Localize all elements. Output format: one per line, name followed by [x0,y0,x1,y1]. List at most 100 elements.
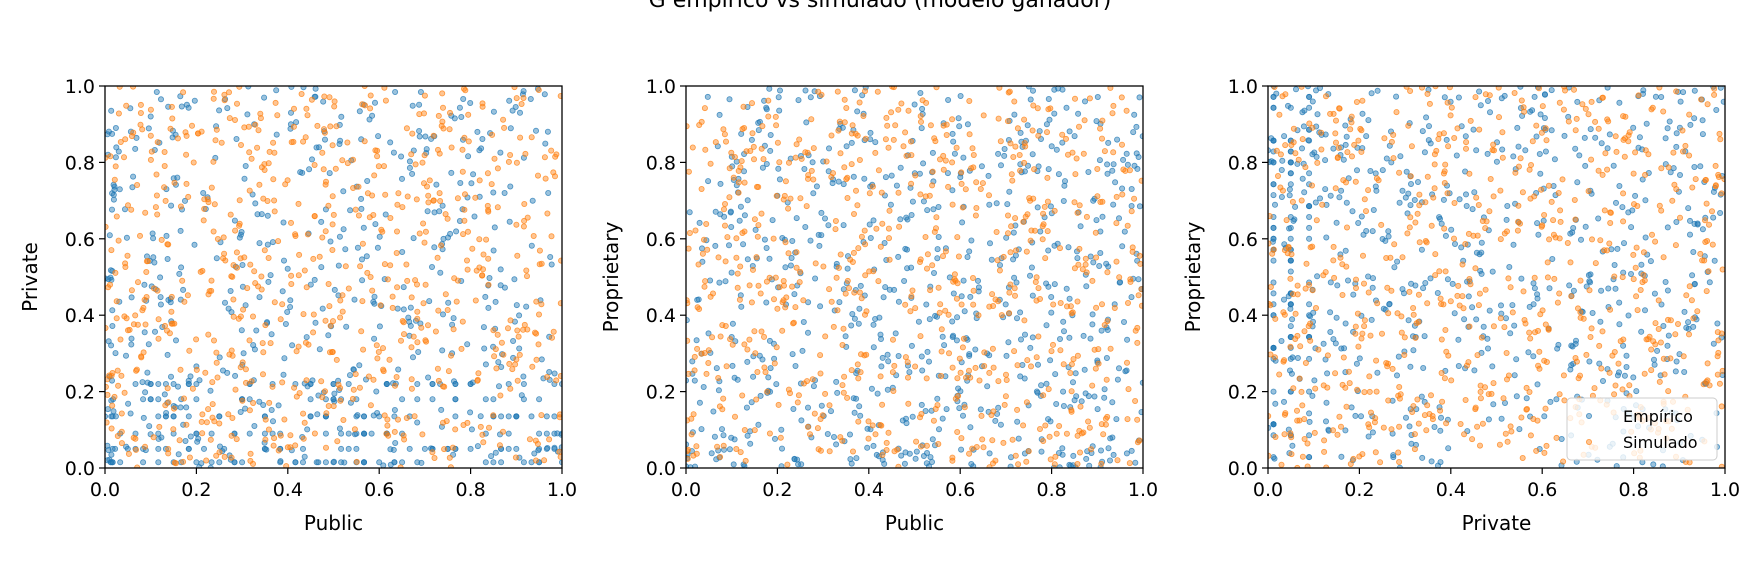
scatter-point-empirico [1006,188,1013,195]
scatter-point-empirico [1104,326,1111,333]
scatter-point-simulado [177,203,184,210]
scatter-point-simulado [552,173,559,180]
scatter-point-empirico [740,241,747,248]
scatter-point-empirico [1458,244,1465,251]
scatter-point-simulado [453,298,460,305]
scatter-point-simulado [1289,198,1296,205]
scatter-point-empirico [1270,181,1277,188]
scatter-point-empirico [268,331,275,338]
scatter-point-empirico [1327,328,1334,335]
scatter-point-simulado [499,428,506,435]
scatter-point-empirico [178,103,185,110]
scatter-point-simulado [980,112,987,119]
scatter-point-simulado [1587,333,1594,340]
scatter-point-empirico [1372,183,1379,190]
scatter-point-simulado [1268,351,1274,358]
scatter-point-simulado [435,377,442,384]
scatter-point-simulado [970,151,977,158]
scatter-point-empirico [261,430,268,437]
scatter-point-empirico [439,347,446,354]
scatter-point-simulado [1410,304,1417,311]
scatter-point-simulado [1071,265,1078,272]
scatter-point-empirico [1434,289,1441,296]
scatter-point-simulado [520,326,527,333]
scatter-point-empirico [918,353,925,360]
scatter-point-simulado [808,167,815,174]
scatter-point-simulado [690,452,697,459]
scatter-point-simulado [858,295,865,302]
scatter-point-simulado [812,260,819,267]
scatter-point-empirico [759,356,766,363]
scatter-point-empirico [1345,277,1352,284]
scatter-point-simulado [1074,298,1081,305]
scatter-point-empirico [194,438,201,445]
scatter-point-simulado [695,261,702,268]
scatter-point-simulado [841,119,848,126]
scatter-point-empirico [1456,196,1463,203]
scatter-point-simulado [1095,346,1102,353]
scatter-point-simulado [854,202,861,209]
scatter-point-simulado [226,115,233,122]
scatter-point-simulado [245,123,252,130]
scatter-point-simulado [898,100,905,107]
legend-marker [1586,412,1593,419]
scatter-point-simulado [1007,140,1014,147]
scatter-point-simulado [236,197,243,204]
scatter-point-simulado [429,449,436,456]
scatter-point-empirico [912,455,919,462]
scatter-point-simulado [303,105,310,112]
scatter-point-simulado [1298,197,1305,204]
scatter-point-empirico [1110,451,1117,458]
scatter-point-simulado [476,236,483,243]
scatter-point-simulado [698,350,705,357]
scatter-point-empirico [238,228,245,235]
scatter-point-simulado [132,435,139,442]
scatter-point-simulado [1514,227,1521,234]
scatter-point-simulado [180,89,187,96]
scatter-point-simulado [179,277,186,284]
scatter-point-simulado [970,301,977,308]
scatter-point-empirico [1498,95,1505,102]
y-tick-label: 1.0 [646,76,676,98]
scatter-point-empirico [474,443,481,450]
scatter-point-simulado [117,138,124,145]
scatter-point-simulado [878,189,885,196]
scatter-point-empirico [123,352,130,359]
scatter-point-empirico [112,413,119,420]
scatter-point-simulado [1009,436,1016,443]
scatter-point-simulado [1110,102,1117,109]
scatter-point-simulado [1336,105,1343,112]
scatter-point-simulado [265,160,272,167]
scatter-point-simulado [1306,281,1313,288]
scatter-point-empirico [1014,418,1021,425]
scatter-point-empirico [1595,215,1602,222]
scatter-point-empirico [406,158,413,165]
scatter-point-empirico [813,183,820,190]
scatter-point-simulado [1093,304,1100,311]
scatter-point-empirico [260,401,267,408]
scatter-point-simulado [1595,167,1602,174]
scatter-point-empirico [864,444,871,451]
scatter-point-simulado [1296,375,1303,382]
scatter-point-simulado [373,342,380,349]
scatter-point-simulado [422,337,429,344]
scatter-point-empirico [1471,367,1478,374]
scatter-point-simulado [719,322,726,329]
scatter-point-empirico [1581,134,1588,141]
scatter-point-simulado [1136,437,1143,444]
scatter-point-empirico [422,133,429,140]
scatter-point-simulado [1109,110,1116,117]
axes-frame [1267,85,1726,469]
scatter-point-empirico [728,434,735,441]
scatter-point-simulado [1422,199,1429,206]
scatter-point-empirico [929,149,936,156]
scatter-point-simulado [266,148,273,155]
scatter-point-simulado [1527,335,1534,342]
scatter-point-empirico [185,445,192,452]
y-tick-label: 0.2 [65,382,95,404]
scatter-point-simulado [728,149,735,156]
scatter-point-simulado [1063,430,1070,437]
scatter-point-simulado [288,280,295,287]
scatter-point-empirico [1093,217,1100,224]
scatter-point-empirico [854,108,861,115]
